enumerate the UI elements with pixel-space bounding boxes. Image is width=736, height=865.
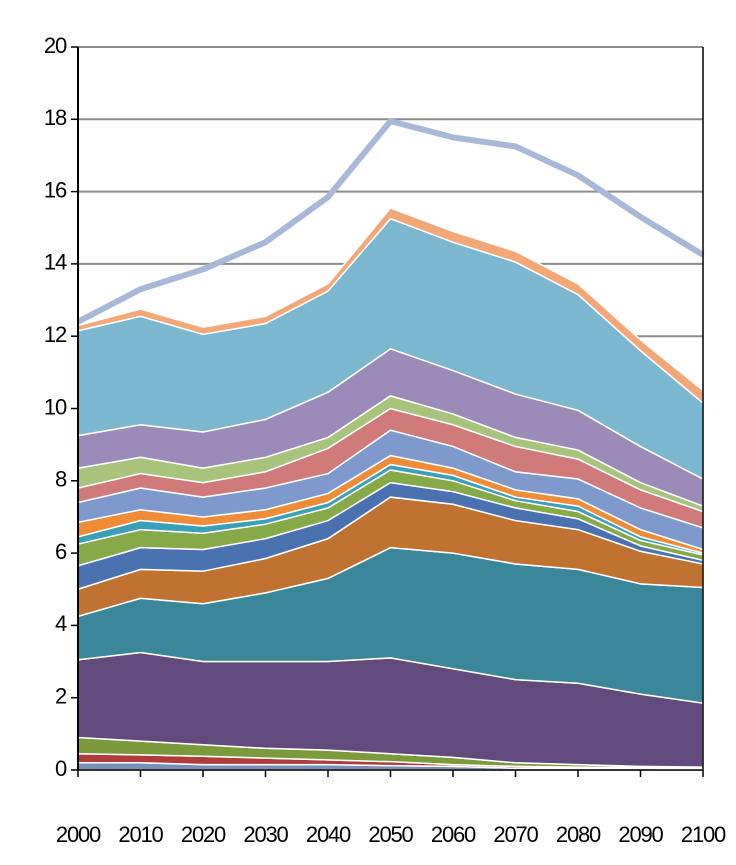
y-tick-label: 18 [44,105,67,130]
y-tick-label: 8 [55,467,67,492]
x-tick-label: 2090 [618,822,663,847]
x-tick-label: 2030 [243,822,288,847]
y-tick-label: 0 [55,756,67,781]
x-tick-label: 2060 [431,822,476,847]
areas [77,206,704,771]
x-tick-label: 2010 [118,822,163,847]
x-tick-label: 2100 [681,822,726,847]
y-tick-label: 20 [44,33,67,58]
x-tick-label: 2020 [181,822,226,847]
x-tick-label: 2080 [556,822,601,847]
y-tick-label: 16 [44,177,67,202]
y-tick-label: 14 [44,250,67,275]
line [76,118,705,325]
y-tick-label: 4 [55,611,67,636]
y-tick-label: 10 [44,394,67,419]
y-tick-label: 12 [44,322,67,347]
y-tick-label: 2 [55,684,67,709]
x-tick-label: 2070 [493,822,538,847]
x-tick-label: 2000 [56,822,101,847]
y-tick-label: 6 [55,539,67,564]
x-tick-label: 2040 [306,822,351,847]
x-tick-label: 2050 [368,822,413,847]
